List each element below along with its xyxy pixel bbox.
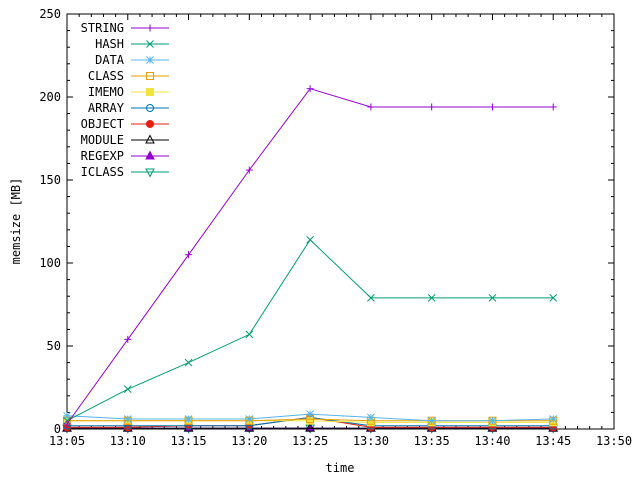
y-tick-label: 250 (39, 7, 61, 21)
data-point-hash (123, 385, 132, 394)
legend-label-class: CLASS (88, 69, 124, 83)
x-axis-label: time (326, 461, 355, 475)
series-lines (62, 85, 559, 434)
data-point-string (367, 103, 375, 111)
legend-label-regexp: REGEXP (81, 149, 124, 163)
x-tick-label: 13:30 (353, 434, 389, 448)
legend-item-module: MODULE (81, 133, 169, 147)
data-point-hash (367, 294, 375, 302)
data-point-module (305, 422, 315, 432)
y-tick-label: 150 (39, 173, 61, 187)
y-tick-label: 200 (39, 90, 61, 104)
legend-item-string: STRING (81, 21, 169, 35)
data-point-object (123, 423, 132, 432)
y-tick-label: 50 (47, 339, 61, 353)
data-point-hash (549, 294, 558, 302)
legend-item-class: CLASS (88, 69, 169, 83)
y-tick-label: 0 (54, 422, 61, 436)
data-point-hash (184, 358, 193, 367)
legend-marker-class (146, 72, 154, 80)
legend-label-data: DATA (95, 53, 125, 67)
legend-item-data: DATA (95, 53, 169, 67)
legend-marker-data (146, 56, 154, 64)
data-point-data (488, 416, 497, 425)
legend-marker-regexp (145, 150, 155, 160)
legend-label-module: MODULE (81, 133, 124, 147)
plot-frame (66, 13, 615, 430)
data-point-string (428, 103, 436, 111)
x-tick-label: 13:05 (49, 434, 85, 448)
x-tick-label: 13:50 (596, 434, 632, 448)
x-tick-label: 13:20 (231, 434, 267, 448)
legend-item-hash: HASH (95, 37, 169, 51)
series-line-hash (66, 239, 554, 422)
legend-item-regexp: REGEXP (81, 149, 169, 163)
legend-marker-iclass (145, 168, 155, 178)
data-point-data (184, 415, 193, 423)
data-point-data (427, 416, 436, 425)
legend-label-array: ARRAY (88, 101, 125, 115)
legend-marker-object (146, 120, 154, 128)
data-point-hash (488, 294, 497, 302)
legend-marker-string (146, 24, 154, 32)
y-axis: 0 50 100 150 200 250 (39, 7, 614, 436)
data-point-data (123, 415, 132, 423)
data-point-hash (427, 294, 436, 302)
data-point-data (245, 415, 254, 423)
data-point-data (367, 413, 375, 422)
legend-label-string: STRING (81, 21, 124, 35)
x-tick-label: 13:40 (474, 434, 510, 448)
data-point-string (306, 85, 314, 93)
data-point-data (306, 410, 314, 418)
data-point-hash (306, 235, 314, 244)
legend: STRING HASH DATA CLASS IMEMO ARRAY OBJECT MODUL… (81, 21, 169, 179)
legend-label-hash: HASH (95, 37, 124, 51)
x-tick-label: 13:10 (110, 434, 146, 448)
series-line-string (66, 88, 554, 425)
legend-marker-module (145, 134, 155, 144)
x-tick-label: 13:25 (292, 434, 328, 448)
data-point-string (549, 103, 557, 111)
legend-label-imemo: IMEMO (88, 85, 124, 99)
legend-label-iclass: ICLASS (81, 165, 124, 179)
data-point-string (124, 335, 132, 343)
data-point-string (63, 420, 71, 428)
x-tick-label: 13:45 (535, 434, 571, 448)
series-hash (63, 235, 558, 425)
legend-item-object: OBJECT (81, 117, 169, 131)
legend-marker-imemo (146, 88, 154, 96)
x-tick-label: 13:15 (170, 434, 206, 448)
x-tick-label: 13:35 (414, 434, 450, 448)
series-string (63, 85, 557, 428)
legend-item-array: ARRAY (88, 101, 169, 115)
data-point-data (549, 415, 558, 423)
data-point-string (185, 251, 193, 259)
x-axis: 13:05 13:10 13:15 13:20 13:25 13:30 13:35 13:40… (49, 14, 632, 448)
legend-label-object: OBJECT (81, 117, 124, 131)
data-point-string (488, 103, 496, 111)
legend-marker-array (146, 104, 154, 112)
data-point-imemo (306, 416, 315, 425)
y-tick-label: 100 (39, 256, 61, 270)
legend-item-imemo: IMEMO (88, 85, 169, 99)
data-point-hash (245, 330, 254, 339)
series-imemo (63, 416, 558, 427)
legend-item-iclass: ICLASS (81, 165, 169, 179)
y-axis-label: memsize [MB] (9, 178, 23, 265)
data-point-string (245, 166, 253, 174)
series-data (63, 410, 558, 425)
legend-marker-hash (146, 40, 154, 48)
